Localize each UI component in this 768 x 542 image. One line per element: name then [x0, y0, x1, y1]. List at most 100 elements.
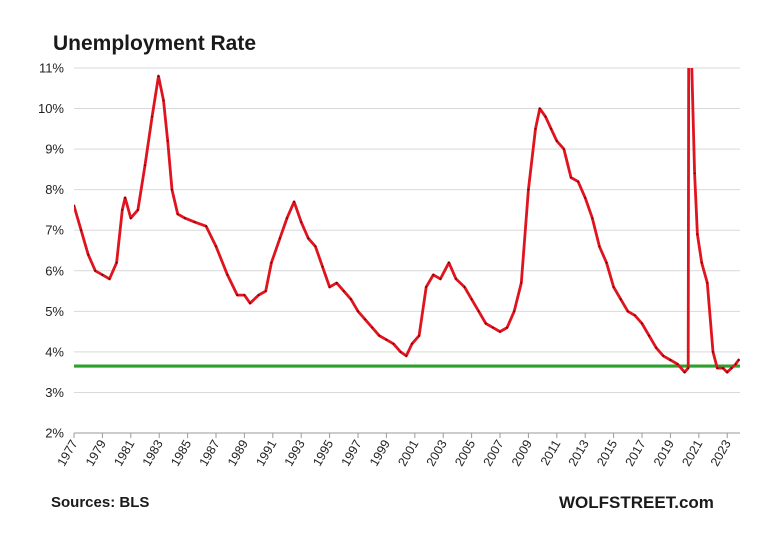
x-tick-label: 1987: [197, 437, 223, 468]
data-point: [626, 310, 629, 313]
data-point: [563, 148, 565, 151]
x-tick-label: 1995: [310, 437, 336, 468]
gridlines: [74, 67, 740, 393]
source-note: Sources: BLS: [51, 494, 150, 511]
data-point: [513, 310, 516, 313]
data-point: [144, 164, 146, 167]
data-point: [321, 265, 324, 268]
data-point: [314, 245, 317, 248]
data-point: [418, 334, 420, 337]
y-tick-label: 3%: [45, 385, 64, 400]
data-point: [662, 355, 665, 357]
data-point: [527, 188, 530, 191]
data-point: [591, 217, 594, 220]
data-point: [270, 261, 273, 264]
data-point: [249, 302, 252, 305]
data-point: [385, 338, 388, 341]
data-point: [74, 205, 75, 207]
data-point: [108, 278, 111, 280]
data-point: [700, 261, 703, 264]
x-tick-label: 2015: [594, 437, 620, 468]
data-point: [392, 342, 395, 345]
data-point: [722, 367, 724, 369]
data-point: [121, 209, 124, 211]
data-point: [350, 298, 352, 301]
data-point: [499, 330, 501, 333]
y-tick-label: 5%: [45, 304, 64, 319]
x-tick-label: 1997: [339, 437, 365, 468]
x-tick-label: 1989: [225, 437, 251, 468]
data-point: [293, 200, 295, 203]
data-point: [612, 286, 615, 288]
data-point: [655, 346, 658, 349]
y-tick-label: 8%: [45, 182, 64, 197]
data-point: [162, 99, 165, 102]
data-point: [737, 359, 740, 361]
data-point: [236, 294, 239, 296]
data-point: [279, 237, 281, 240]
x-tick-label: 1977: [55, 437, 81, 468]
x-tick-label: 1981: [111, 437, 137, 468]
data-point: [335, 282, 338, 284]
data-point: [634, 314, 636, 317]
data-point: [151, 115, 154, 118]
data-point: [215, 245, 217, 248]
data-point: [439, 278, 442, 280]
data-point: [432, 273, 435, 276]
data-point: [712, 351, 714, 353]
axes: [73, 432, 740, 438]
x-tick-label: 1985: [168, 437, 194, 468]
data-point: [641, 322, 643, 325]
data-point: [176, 213, 179, 215]
data-point: [124, 196, 126, 199]
data-point: [171, 188, 173, 191]
x-tick-label: 1993: [282, 437, 308, 468]
x-tick-label: 2013: [566, 437, 592, 468]
data-point: [94, 269, 97, 272]
data-point: [734, 363, 737, 365]
data-point: [687, 367, 690, 369]
data-point: [257, 294, 260, 296]
x-tick-label: 2005: [452, 437, 478, 468]
y-tick-label: 4%: [45, 344, 64, 359]
data-point: [378, 334, 381, 337]
x-tick-label: 2017: [623, 437, 649, 468]
data-point: [619, 298, 622, 301]
x-tick-label: 1999: [367, 437, 393, 468]
data-point: [101, 273, 104, 276]
data-point: [411, 342, 413, 345]
data-point: [484, 322, 487, 325]
data-point: [399, 351, 402, 353]
x-tick-label: 2023: [708, 437, 734, 468]
data-point: [506, 326, 508, 329]
data-point: [166, 140, 169, 142]
x-tick-labels: 1977 1979 1981 1983 1985 1987 1989 1991 1993 1995…: [55, 437, 734, 468]
data-point: [455, 278, 457, 280]
data-point: [683, 371, 686, 374]
data-point: [598, 245, 601, 248]
data-point: [80, 229, 82, 232]
data-point: [405, 355, 408, 357]
data-point: [193, 221, 196, 224]
watermark-text: WOLFSTREET.com: [559, 493, 714, 512]
data-point: [157, 75, 160, 77]
x-tick-label: 2003: [424, 437, 450, 468]
data-point: [605, 261, 608, 264]
data-point: [669, 359, 672, 361]
data-point: [286, 217, 288, 220]
data-point: [706, 282, 709, 284]
x-tick-label: 2021: [679, 437, 705, 468]
data-point: [87, 253, 90, 256]
data-point: [696, 233, 699, 236]
y-tick-label: 7%: [45, 223, 64, 238]
data-point: [226, 273, 229, 276]
data-point: [584, 196, 587, 199]
data-point: [477, 310, 480, 313]
x-tick-label: 2011: [538, 437, 564, 467]
data-point: [550, 127, 552, 130]
y-tick-label: 9%: [45, 142, 64, 157]
data-point: [307, 237, 310, 240]
data-point: [463, 286, 466, 288]
data-point: [691, 63, 693, 65]
